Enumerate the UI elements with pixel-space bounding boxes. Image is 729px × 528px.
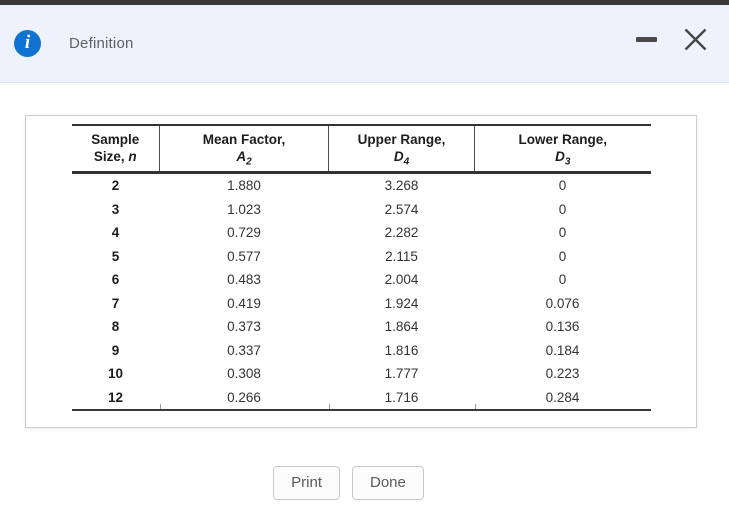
table-header-row: Sample Size, n Mean Factor, A2 Upper Ran… [71, 124, 651, 174]
table-cell: 3.268 [384, 178, 419, 194]
header-symbol: D [555, 149, 565, 164]
window-top-bar [0, 0, 729, 5]
table-cell: 12 [71, 385, 160, 411]
table-row: 8 0.373 1.864 0.136 [72, 315, 651, 339]
table-row: 12 0.266 1.716 0.284 [71, 385, 651, 411]
info-icon: i [14, 30, 41, 57]
table-row: 5 0.577 2.115 0 [72, 245, 651, 269]
table-cell: 0.076 [545, 295, 580, 311]
header-line1: Upper Range, [357, 132, 446, 147]
table-cell: 1.924 [384, 295, 419, 311]
table-cell: 0.308 [227, 366, 261, 382]
table-row: 9 0.337 1.816 0.184 [72, 339, 651, 363]
table-cell: 8 [111, 319, 120, 335]
table-row: 7 0.419 1.924 0.076 [72, 292, 651, 316]
table-cell: 0 [558, 248, 567, 264]
table-cell: 2.004 [384, 272, 419, 288]
table-cell: 1.864 [384, 319, 419, 335]
table-cell: 0.577 [227, 248, 261, 264]
table-cell: 6 [111, 272, 120, 288]
header-symbol: n [128, 149, 137, 164]
minimize-icon [635, 36, 657, 42]
col-header-lower-range: Lower Range, D3 [474, 124, 651, 174]
close-icon [684, 28, 706, 50]
table-cell: 0.373 [227, 319, 261, 335]
table-cell: 0.223 [545, 366, 580, 382]
table-cell: 9 [111, 342, 120, 358]
table-cell: 0.184 [545, 342, 580, 358]
dialog-title: Definition [69, 35, 134, 52]
table-cell: 0.136 [545, 319, 580, 335]
header-line1: Sample [91, 132, 140, 147]
header-subscript: 2 [246, 156, 252, 168]
table-cell: 0.284 [474, 385, 651, 411]
table-cell: 0.729 [227, 225, 261, 241]
table-cell: 1.716 [328, 385, 475, 411]
table-cell: 3 [111, 201, 120, 217]
table-cell: 2.574 [384, 201, 419, 217]
header-line2: Size, [93, 149, 129, 164]
table-cell: 2.115 [385, 248, 418, 264]
table-cell: 5 [111, 248, 120, 264]
definition-table-panel: Sample Size, n Mean Factor, A2 Upper Ran… [25, 115, 697, 428]
table-row: 3 1.023 2.574 0 [72, 198, 651, 222]
header-subscript: 3 [564, 156, 571, 168]
header-symbol: A [236, 149, 247, 164]
table-cell: 4 [111, 225, 120, 241]
button-bar: Print Done [0, 466, 697, 500]
table-row: 4 0.729 2.282 0 [72, 221, 651, 245]
table-cell: 1.777 [384, 366, 419, 382]
table-cell: 0 [558, 272, 567, 288]
table-cell: 0.483 [227, 272, 261, 288]
table-row: 10 0.308 1.777 0.223 [72, 362, 651, 386]
header-line1: Mean Factor, [202, 132, 286, 147]
table-row: 6 0.483 2.004 0 [72, 268, 651, 292]
table-cell: 0.337 [227, 342, 261, 358]
table-cell: 0.266 [159, 385, 329, 411]
titlebar-controls [633, 25, 709, 53]
col-header-sample-size: Sample Size, n [71, 124, 160, 174]
table-cell: 0.419 [227, 295, 261, 311]
header-symbol: D [393, 149, 404, 164]
done-button[interactable]: Done [351, 466, 424, 500]
table-cell: 7 [111, 295, 120, 311]
control-chart-factors-table: Sample Size, n Mean Factor, A2 Upper Ran… [71, 124, 651, 411]
col-header-upper-range: Upper Range, D4 [328, 124, 475, 174]
table-cell: 2.282 [384, 225, 419, 241]
print-button[interactable]: Print [273, 466, 340, 500]
table-row: 2 1.880 3.268 0 [72, 173, 651, 198]
table-cell: 1.816 [384, 342, 419, 358]
table-cell: 10 [107, 366, 124, 382]
table-cell: 1.880 [227, 178, 261, 194]
header-subscript: 4 [403, 156, 410, 168]
close-button[interactable] [681, 25, 709, 53]
table-cell: 0 [558, 225, 567, 241]
table-cell: 0 [558, 201, 567, 217]
table-cell: 2 [111, 178, 120, 194]
table-cell: 0 [558, 178, 567, 194]
table-cell: 1.023 [227, 201, 261, 217]
dialog-title-bar: i Definition [0, 5, 729, 83]
header-line1: Lower Range, [518, 132, 607, 147]
content-area: Sample Size, n Mean Factor, A2 Upper Ran… [0, 115, 729, 500]
minimize-button[interactable] [633, 26, 659, 52]
col-header-mean-factor: Mean Factor, A2 [159, 124, 329, 174]
info-icon-glyph: i [24, 32, 31, 53]
